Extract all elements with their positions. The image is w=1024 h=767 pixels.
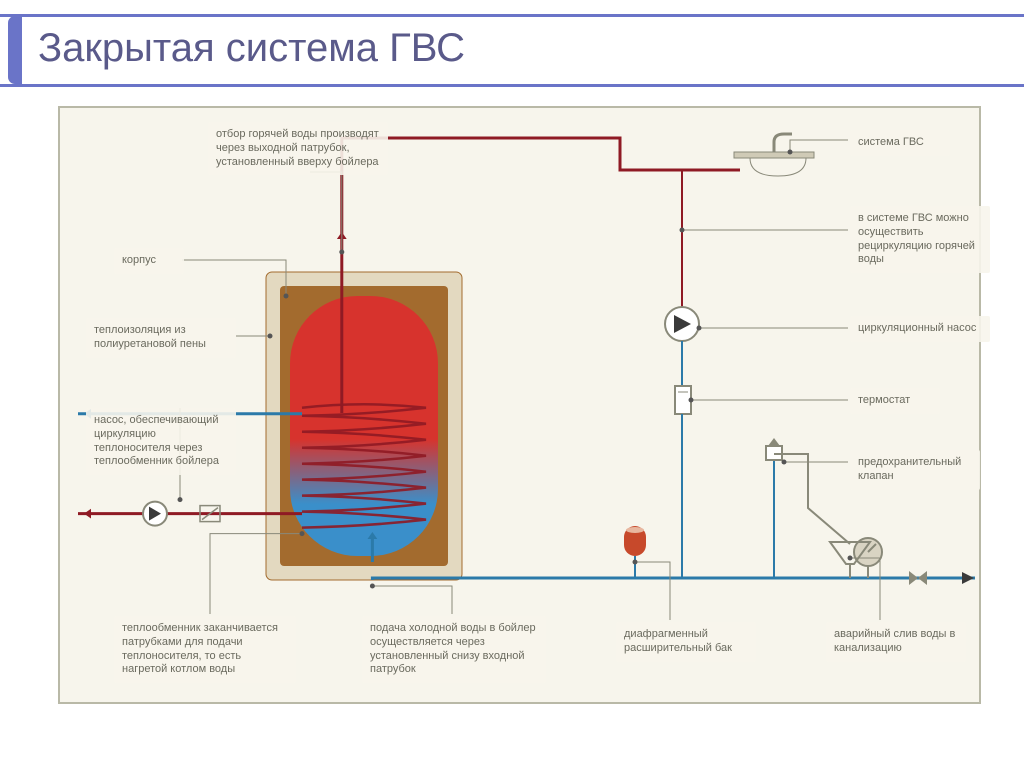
label-outlet: отбор горячей воды производят через выхо… [208, 122, 388, 175]
recirc-pipe-top [620, 170, 682, 307]
label-safety: предохранительный клапан [850, 450, 980, 490]
drain-pipe [774, 454, 850, 544]
leader-line [790, 140, 848, 152]
title-band: Закрытая система ГВС [0, 14, 1024, 86]
label-hxpump: насос, обеспечивающий циркуляцию теплоно… [86, 408, 236, 475]
inlet-arrow-icon [962, 572, 974, 584]
title-rule-bottom [0, 84, 1024, 87]
label-coldin: подача холодной воды в бойлер осуществля… [362, 616, 546, 683]
label-insul: теплоизоляция из полиуретановой пены [86, 318, 236, 358]
leader-line [850, 558, 880, 620]
label-exp: диафрагменный расширительный бак [616, 622, 756, 662]
label-case: корпус [114, 248, 184, 274]
label-pump: циркуляционный насос [850, 316, 990, 342]
diagram-frame: отбор горячей воды производят через выхо… [58, 106, 981, 704]
leader-line [372, 586, 452, 614]
faucet-icon [774, 134, 792, 152]
slide-title: Закрытая система ГВС [38, 26, 465, 71]
leader-line [310, 172, 342, 252]
leader-line [635, 562, 670, 620]
title-accent [8, 16, 22, 84]
gvs-diagram [60, 108, 979, 702]
label-drain: аварийный слив воды в канализацию [826, 622, 966, 662]
cold-main-pipe [372, 578, 975, 580]
label-recirc: в системе ГВС можно осуществить рециркул… [850, 206, 990, 273]
title-rule-top [0, 14, 1024, 17]
label-therm: термостат [850, 388, 940, 414]
sink-icon [734, 152, 814, 158]
label-system: система ГВС [850, 130, 950, 156]
label-hx: теплообменник заканчивается патрубками д… [114, 616, 296, 683]
